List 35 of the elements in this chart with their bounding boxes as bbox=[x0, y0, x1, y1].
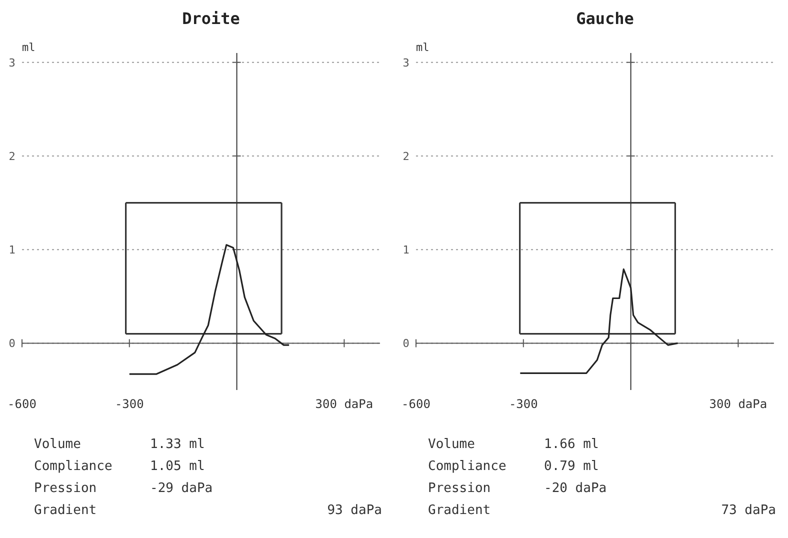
text: 1.66 ml bbox=[544, 437, 599, 452]
y-tick-label: 2 bbox=[402, 150, 410, 163]
x-tick-label: 300 daPa bbox=[315, 397, 374, 411]
y-tick-label: 3 bbox=[402, 56, 410, 70]
text: Volume bbox=[34, 437, 82, 452]
y-tick-label: 3 bbox=[8, 56, 16, 70]
text: 0.79 ml bbox=[544, 459, 599, 474]
x-tick-label: -300 bbox=[114, 397, 144, 411]
y-tick-label: 0 bbox=[402, 337, 410, 350]
y-axis-title: ml bbox=[416, 41, 430, 54]
y-tick-label: 0 bbox=[8, 337, 16, 350]
x-tick-label: -600 bbox=[402, 397, 430, 411]
y-tick-label: 1 bbox=[402, 244, 410, 257]
x-tick-label: 300 daPa bbox=[709, 397, 768, 411]
y-tick-label: 1 bbox=[8, 244, 16, 257]
text: -20 daPa bbox=[544, 481, 607, 496]
text: 1.33 ml bbox=[150, 437, 205, 452]
text: Volume bbox=[428, 437, 476, 452]
chart-title: Gauche bbox=[576, 9, 634, 28]
text: 73 daPa bbox=[721, 503, 776, 518]
y-tick-label: 2 bbox=[8, 150, 16, 163]
x-tick-label: -300 bbox=[508, 397, 538, 411]
chart-title: Droite bbox=[182, 9, 240, 28]
text: -29 daPa bbox=[150, 481, 213, 496]
x-tick-label: -600 bbox=[8, 397, 36, 411]
text: Pression bbox=[428, 481, 491, 496]
text: 93 daPa bbox=[327, 503, 382, 518]
text: Compliance bbox=[428, 459, 506, 474]
text: Gradient bbox=[428, 503, 491, 518]
text: Gradient bbox=[34, 503, 97, 518]
y-axis-title: ml bbox=[22, 41, 36, 54]
text: Pression bbox=[34, 481, 97, 496]
text: Compliance bbox=[34, 459, 112, 474]
line-series bbox=[128, 244, 290, 375]
text: 1.05 ml bbox=[150, 459, 205, 474]
